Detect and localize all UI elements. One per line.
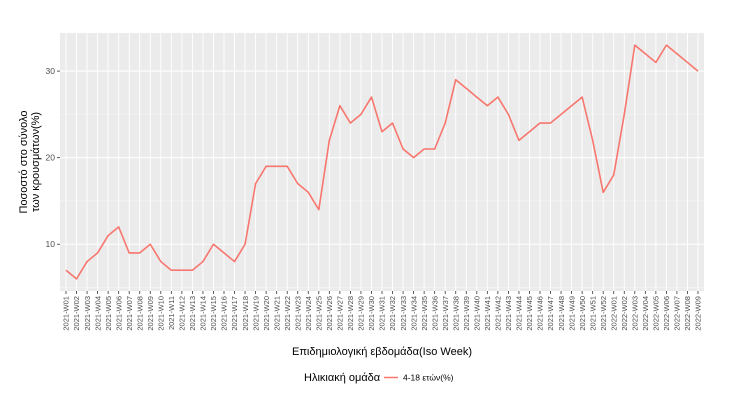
- x-tick-label: 2021-W52: [599, 296, 608, 331]
- y-tick-label: 30: [46, 66, 56, 76]
- series-line: [65, 44, 699, 280]
- x-tick-label: 2021-W35: [420, 296, 429, 331]
- legend-label: 4-18 ετών(%): [403, 373, 454, 383]
- x-tick-label: 2022-W01: [609, 296, 618, 331]
- x-tick-label: 2021-W39: [462, 296, 471, 331]
- x-tick-label: 2021-W08: [135, 296, 144, 331]
- x-tick-label: 2022-W08: [683, 296, 692, 331]
- x-tick-label: 2021-W43: [504, 296, 513, 331]
- x-tick-label: 2021-W23: [293, 296, 302, 331]
- x-tick-label: 2021-W14: [199, 296, 208, 331]
- legend-title: Ηλικιακή ομάδα: [304, 372, 381, 384]
- x-tick-label: 2021-W27: [336, 296, 345, 331]
- x-tick-label: 2021-W13: [188, 296, 197, 331]
- x-tick-label: 2021-W02: [72, 296, 81, 331]
- x-tick-label: 2022-W03: [631, 296, 640, 331]
- x-tick-label: 2021-W09: [146, 296, 155, 331]
- x-tick-label: 2021-W37: [441, 296, 450, 331]
- x-axis: 2021-W01 2021-W02 2021-W03 2021-W04 2021-W05…: [62, 291, 703, 331]
- x-tick-label: 2021-W18: [241, 296, 250, 331]
- x-tick-label: 2021-W26: [325, 296, 334, 331]
- x-tick-label: 2021-W51: [588, 296, 597, 331]
- y-axis-title-line-2: των κρουσμάτων(%): [30, 112, 42, 212]
- x-axis-title: Επιδημιολογική εβδομάδα(Iso Week): [292, 346, 472, 358]
- x-tick-label: 2021-W05: [104, 296, 113, 331]
- x-tick-label: 2021-W01: [62, 296, 71, 331]
- x-tick-label: 2022-W04: [641, 296, 650, 331]
- x-tick-label: 2021-W28: [346, 296, 355, 331]
- x-tick-label: 2021-W20: [262, 296, 271, 331]
- x-tick-label: 2021-W10: [157, 296, 166, 331]
- x-tick-label: 2022-W02: [620, 296, 629, 331]
- x-tick-label: 2022-W07: [673, 296, 682, 331]
- x-tick-label: 2021-W40: [473, 296, 482, 331]
- y-axis: 10 20 30: [46, 66, 60, 249]
- x-tick-label: 2021-W29: [357, 296, 366, 331]
- x-tick-label: 2021-W49: [567, 296, 576, 331]
- y-tick-label: 10: [46, 239, 56, 249]
- x-tick-label: 2021-W06: [114, 296, 123, 331]
- x-tick-label: 2021-W31: [378, 296, 387, 331]
- x-tick-label: 2021-W45: [525, 296, 534, 331]
- y-axis-title: Ποσοστό στο σύνολο των κρουσμάτων(%): [18, 110, 42, 213]
- x-tick-label: 2021-W16: [220, 296, 229, 331]
- x-tick-label: 2021-W25: [315, 296, 324, 331]
- y-tick-label: 20: [46, 153, 56, 163]
- x-tick-label: 2021-W36: [430, 296, 439, 331]
- grid-lines: [60, 33, 704, 291]
- series-layer: [65, 44, 699, 280]
- x-tick-label: 2021-W12: [178, 296, 187, 331]
- x-tick-label: 2021-W19: [251, 296, 260, 331]
- x-tick-label: 2021-W34: [409, 296, 418, 331]
- x-tick-label: 2021-W04: [93, 296, 102, 331]
- x-tick-label: 2021-W03: [83, 296, 92, 331]
- x-tick-label: 2021-W41: [483, 296, 492, 331]
- x-tick-label: 2022-W05: [652, 296, 661, 331]
- x-tick-label: 2021-W11: [167, 296, 176, 330]
- x-tick-label: 2021-W44: [515, 296, 524, 331]
- x-tick-label: 2021-W21: [272, 296, 281, 331]
- x-tick-label: 2021-W15: [209, 296, 218, 331]
- x-tick-label: 2021-W42: [494, 296, 503, 331]
- legend: Ηλικιακή ομάδα 4-18 ετών(%): [304, 372, 454, 384]
- x-tick-label: 2021-W33: [399, 296, 408, 331]
- x-tick-label: 2022-W06: [662, 296, 671, 331]
- x-tick-label: 2021-W38: [451, 296, 460, 331]
- x-tick-label: 2021-W24: [304, 296, 313, 331]
- x-tick-label: 2021-W48: [557, 296, 566, 331]
- x-tick-label: 2021-W50: [578, 296, 587, 331]
- x-tick-label: 2021-W17: [230, 296, 239, 331]
- x-tick-label: 2021-W46: [536, 296, 545, 331]
- x-tick-label: 2022-W09: [694, 296, 703, 331]
- y-axis-title-line-1: Ποσοστό στο σύνολο: [18, 110, 30, 213]
- x-tick-label: 2021-W32: [388, 296, 397, 331]
- x-tick-label: 2021-W07: [125, 296, 134, 331]
- x-tick-label: 2021-W47: [546, 296, 555, 331]
- x-tick-label: 2021-W22: [283, 296, 292, 331]
- x-tick-label: 2021-W30: [367, 296, 376, 331]
